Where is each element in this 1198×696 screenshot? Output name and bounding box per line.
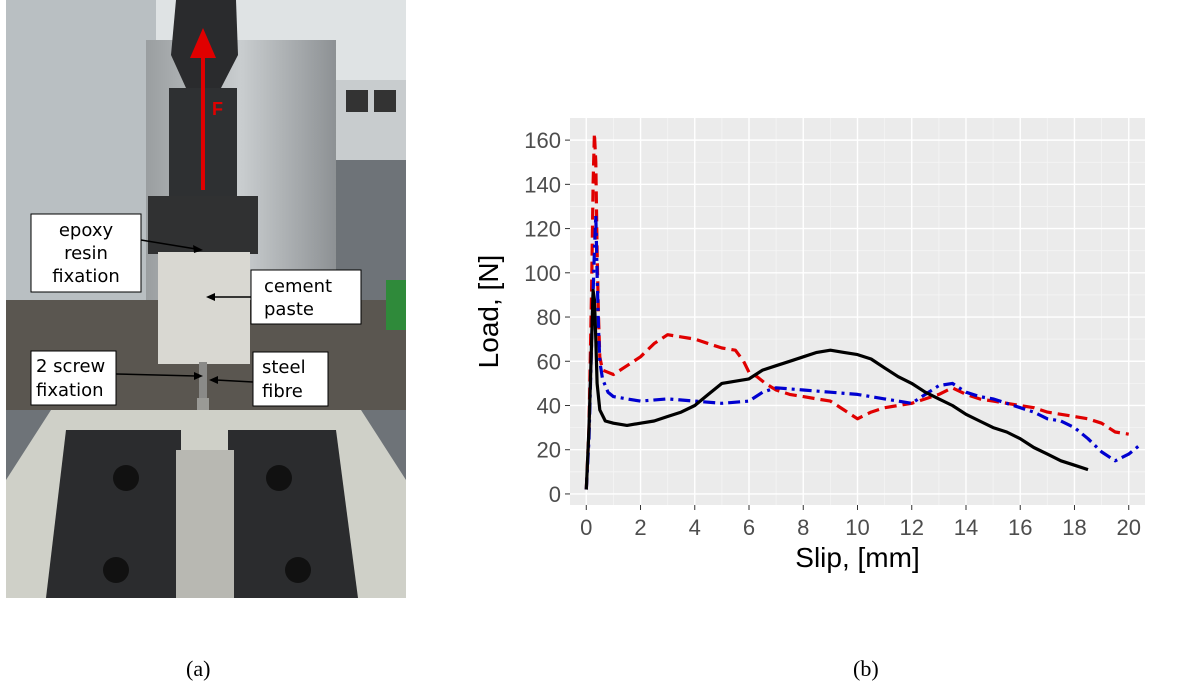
y-tick-label: 80 bbox=[537, 305, 561, 330]
epoxy-fixation-cap bbox=[148, 196, 258, 254]
right-jaw bbox=[228, 430, 358, 598]
screw-label-line-1: 2 screw bbox=[36, 356, 105, 377]
series-line-1 bbox=[584, 131, 1129, 490]
major-gridlines bbox=[570, 118, 1145, 505]
axis-ticks: 0 2 4 6 8 10 12 14 16 18 20 0 20 40 60 80 100 120 140 160 bbox=[524, 128, 1141, 540]
label-epoxy-resin-fixation: epoxy resin fixation bbox=[30, 213, 142, 293]
x-axis-label: Slip, [mm] bbox=[795, 542, 919, 573]
epoxy-label-line-3: fixation bbox=[52, 266, 120, 287]
series-layer bbox=[584, 131, 1141, 490]
label-2-screw-fixation: 2 screw fixation bbox=[30, 350, 117, 406]
test-setup-photo: F epoxy resin fixation cement paste 2 sc… bbox=[6, 0, 406, 598]
y-tick-label: 0 bbox=[549, 482, 561, 507]
y-tick-label: 20 bbox=[537, 438, 561, 463]
screw-label-line-2: fixation bbox=[36, 380, 104, 401]
y-tick-label: 160 bbox=[524, 128, 561, 153]
cement-paste-cylinder bbox=[158, 252, 250, 364]
x-tick-label: 0 bbox=[580, 515, 592, 540]
force-arrow-head bbox=[190, 28, 216, 58]
x-tick-label: 4 bbox=[689, 515, 701, 540]
y-tick-label: 100 bbox=[524, 261, 561, 286]
label-cement-paste: cement paste bbox=[250, 269, 362, 325]
bolt-icon bbox=[285, 557, 311, 583]
load-slip-chart: 0 2 4 6 8 10 12 14 16 18 20 0 20 40 60 80 100 120 140 160 S… bbox=[473, 118, 1145, 573]
x-tick-label: 20 bbox=[1116, 515, 1140, 540]
label-steel-fibre: steel fibre bbox=[252, 351, 329, 407]
x-tick-label: 18 bbox=[1062, 515, 1086, 540]
x-tick-label: 10 bbox=[845, 515, 869, 540]
caption-a: (a) bbox=[186, 656, 211, 681]
caption-b: (b) bbox=[853, 656, 879, 681]
x-tick-label: 16 bbox=[1008, 515, 1032, 540]
fibre-label-line-1: steel bbox=[262, 357, 306, 378]
x-tick-label: 2 bbox=[634, 515, 646, 540]
y-tick-label: 120 bbox=[524, 217, 561, 242]
force-label: F bbox=[212, 99, 223, 119]
fibre-label-line-2: fibre bbox=[262, 381, 303, 402]
bolt-icon bbox=[103, 557, 129, 583]
x-tick-label: 6 bbox=[743, 515, 755, 540]
x-tick-label: 8 bbox=[797, 515, 809, 540]
series-line-3 bbox=[584, 288, 1089, 490]
y-tick-label: 40 bbox=[537, 393, 561, 418]
x-tick-label: 12 bbox=[900, 515, 924, 540]
cement-label-line-2: paste bbox=[264, 299, 314, 320]
y-tick-label: 60 bbox=[537, 349, 561, 374]
x-tick-label: 14 bbox=[954, 515, 978, 540]
bolt-icon bbox=[113, 465, 139, 491]
y-axis-label: Load, [N] bbox=[473, 255, 504, 369]
cement-label-line-1: cement bbox=[264, 276, 332, 297]
bolt-icon bbox=[266, 465, 292, 491]
y-tick-label: 140 bbox=[524, 172, 561, 197]
left-jaw bbox=[46, 430, 181, 598]
epoxy-label-line-1: epoxy bbox=[59, 220, 114, 241]
epoxy-label-line-2: resin bbox=[64, 243, 108, 264]
series-line-2 bbox=[584, 213, 1141, 490]
